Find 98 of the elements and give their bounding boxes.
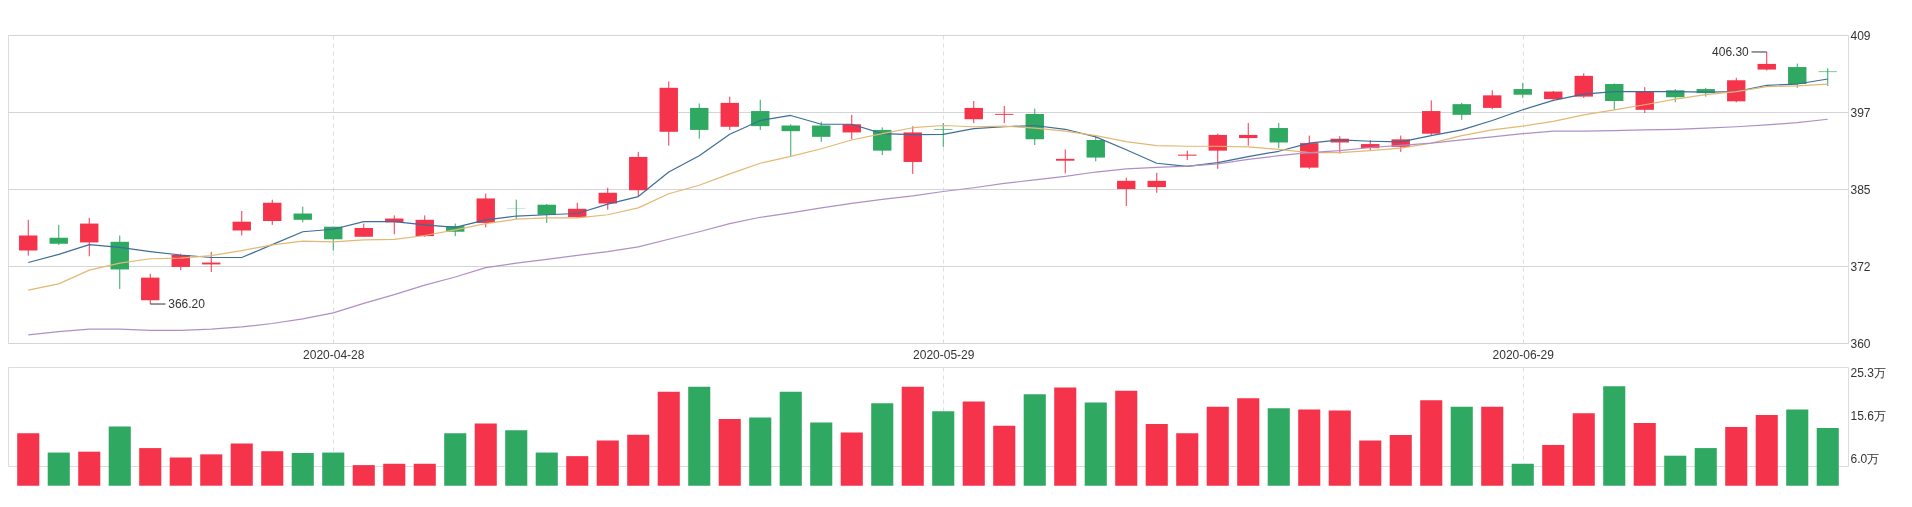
bar [749,417,772,486]
bar [1664,455,1687,486]
candlestick [995,105,1014,124]
bar [1237,398,1260,486]
bar [17,433,40,486]
bar [1084,402,1107,486]
bar [47,452,70,486]
y-tick-label: 360 [1850,336,1871,351]
bar [962,401,985,486]
y-tick-label: 25.3万 [1850,365,1886,380]
bar [139,448,162,486]
bar [1359,440,1382,486]
y-tick-label: 397 [1850,105,1871,120]
bar [413,463,436,486]
bar [810,422,833,486]
bar [1755,414,1778,486]
candlestick [1208,133,1227,170]
bar [230,443,253,486]
bar [1816,427,1839,486]
candlestick [812,121,831,143]
bar [627,434,650,486]
bar [535,452,558,486]
y-tick-label: 372 [1850,259,1871,274]
bar [1511,463,1534,486]
bar [688,386,711,486]
candlestick [1117,177,1136,207]
bar [1176,433,1199,486]
candlestick [964,100,983,124]
bar [1694,448,1717,486]
bar [1786,409,1809,486]
candlestick [49,224,68,246]
bar [108,426,131,486]
bar [291,453,314,486]
bar [1633,423,1656,486]
bar [1389,435,1412,486]
bar [901,386,924,486]
candlestick [934,122,953,148]
bar [566,456,589,486]
y-tick-label: 385 [1850,182,1871,197]
bar [383,463,406,486]
bar [1725,427,1748,486]
bar [718,418,741,486]
bar [1542,444,1565,486]
candlestick [80,217,99,257]
candlestick [690,103,709,140]
bar [505,430,528,486]
candlestick [19,219,38,257]
candlestick [1605,82,1624,111]
x-tick-label: 2020-06-29 [1492,347,1555,362]
candlestick [1788,63,1807,89]
candlestick [1574,72,1593,99]
bar [169,457,192,486]
candlestick [720,96,739,131]
bar [1603,386,1626,486]
candlestick [1422,99,1441,137]
bar [1145,423,1168,486]
bar [322,452,345,486]
bar [1420,400,1443,486]
bar [840,432,863,486]
y-tick-label: 6.0万 [1850,452,1880,467]
bar [1206,406,1229,486]
bar [932,411,955,486]
bar [474,423,497,486]
candlestick [1086,135,1105,162]
x-tick-label: 2020-05-29 [913,347,975,362]
candlestick [1147,172,1166,194]
bar [1481,406,1504,486]
annotation: 366.20 [168,297,206,312]
bar [779,391,802,486]
annotation: 406.30 [1712,44,1750,59]
bar [1450,406,1473,486]
candlestick [1483,89,1502,110]
candlestick [1727,77,1746,103]
candlestick [1056,148,1075,174]
bar [1023,394,1046,486]
y-tick-label: 409 [1850,28,1871,43]
bar [1267,408,1290,486]
candlestick [1239,122,1258,147]
bar [871,403,894,486]
candlestick [263,199,282,226]
x-tick-label: 2020-04-28 [303,347,365,362]
bar [261,451,284,486]
bar [1054,387,1077,486]
bar [596,440,619,486]
y-tick-label: 15.6万 [1850,409,1886,424]
bar [1572,413,1595,486]
bar [1298,409,1321,486]
bar [1115,390,1138,486]
line-series [27,118,1829,336]
candlestick [1269,122,1288,149]
bar [352,465,375,486]
bar [200,454,223,486]
bar [993,425,1016,486]
bar [657,391,680,486]
candlestick [507,199,526,220]
bar [1328,410,1351,486]
bar [78,451,101,486]
bar [444,433,467,486]
